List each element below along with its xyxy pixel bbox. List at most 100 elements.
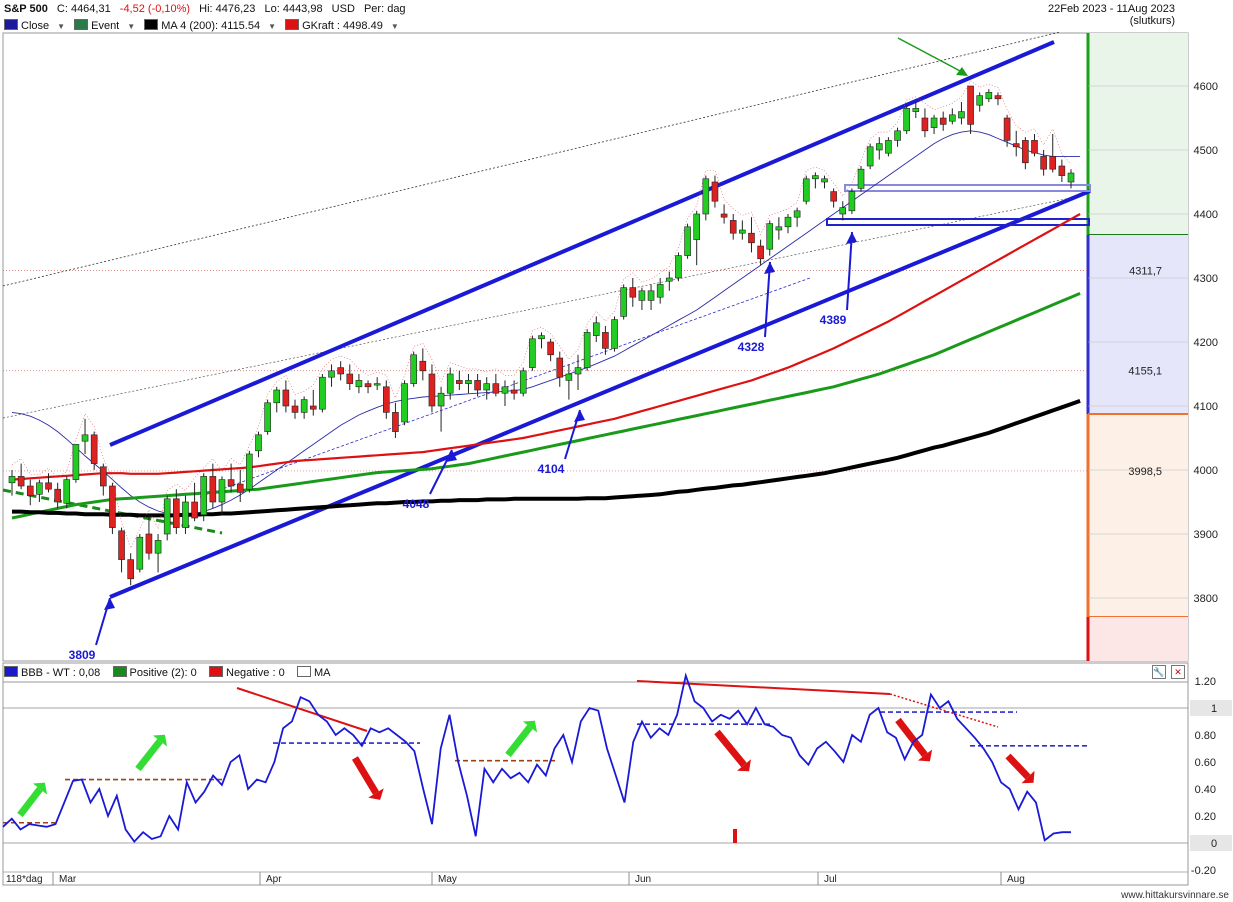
ma-red-line xyxy=(11,213,1081,481)
osc-red-trend xyxy=(236,687,368,732)
quote-summary: S&P 500 C: 4464,31 -4,52 (-0,10%) Hi: 44… xyxy=(4,3,412,15)
chevron-down-icon[interactable]: ▼ xyxy=(390,22,399,31)
osc-y-tick-label: 0.40 xyxy=(1195,784,1216,796)
candle-up xyxy=(583,332,591,368)
zone-green xyxy=(1088,33,1188,235)
candle-down xyxy=(994,95,1002,100)
osc-big-arrow xyxy=(505,724,533,758)
candle-down xyxy=(547,341,554,356)
candle-up xyxy=(300,399,308,413)
chevron-down-icon[interactable]: ▼ xyxy=(127,22,136,31)
oscillator-gridlines xyxy=(3,707,1188,844)
arrow-head-icon xyxy=(446,450,457,462)
candle-down xyxy=(456,380,463,384)
event-swatch-icon xyxy=(74,19,89,30)
candle-up xyxy=(410,354,417,384)
arrow-head-icon xyxy=(956,67,968,76)
candle-up xyxy=(264,402,271,432)
legend-row: Close ▼ Event ▼ MA 4 (200): 4115.54 ▼ GKraf… xyxy=(4,19,405,32)
osc-y-tick-label: 1.20 xyxy=(1195,676,1216,688)
candle-down xyxy=(1031,140,1038,154)
candle-up xyxy=(812,175,819,180)
month-labels: 118*dag Mar Apr May Jun Jul Aug xyxy=(3,871,1188,885)
annotation-label: 4104 xyxy=(538,462,565,476)
candle-down xyxy=(510,389,518,394)
candle-up xyxy=(538,335,545,340)
level-labels: 4311,7 4155,1 3998,5 xyxy=(3,266,1162,478)
zone-blue xyxy=(1088,235,1188,414)
annotations: 3809 4048 4104 4328 4389 xyxy=(69,37,968,662)
legend-close-label: Close xyxy=(21,20,50,32)
candle-down xyxy=(99,466,107,487)
negative-swatch-icon xyxy=(209,666,223,677)
candle-up xyxy=(501,386,509,394)
candle-down xyxy=(1058,165,1066,176)
arrow-head-icon xyxy=(104,598,115,610)
candle-down xyxy=(45,482,52,490)
candle-up xyxy=(693,213,700,240)
candle-down xyxy=(109,485,116,528)
legend-event[interactable]: Event ▼ xyxy=(74,19,136,32)
candle-up xyxy=(465,380,472,384)
osc-big-arrow xyxy=(895,717,928,758)
candle-up xyxy=(483,383,491,391)
candle-up xyxy=(821,178,828,183)
legend-ma200[interactable]: MA 4 (200): 4115.54 ▼ xyxy=(144,19,277,32)
candle-up xyxy=(154,540,162,554)
period-label: Per: dag xyxy=(363,3,406,15)
close-icon[interactable]: ✕ xyxy=(1171,665,1185,679)
legend-positive[interactable]: Positive (2): 0 xyxy=(112,666,197,679)
osc-tick-box xyxy=(1190,835,1232,851)
change-value: -4,52 (-0,10%) xyxy=(119,3,191,15)
candlesticks xyxy=(8,85,1075,586)
osc-big-arrow xyxy=(351,756,380,795)
arrow-head-icon xyxy=(764,262,775,274)
candle-up xyxy=(565,373,573,381)
currency-label: USD xyxy=(331,3,355,15)
price-gridlines xyxy=(1088,85,1188,599)
y-tick-label: 4400 xyxy=(1194,209,1218,221)
month-label: May xyxy=(438,874,457,885)
support-box-lower xyxy=(826,218,1090,226)
legend-ma[interactable]: MA xyxy=(296,666,330,679)
legend-positive-label: Positive (2): 0 xyxy=(129,667,197,679)
bars-label: 118*dag xyxy=(6,874,43,885)
bbb-swatch-icon xyxy=(4,666,18,677)
candle-up xyxy=(866,146,874,167)
candle-up xyxy=(446,373,454,394)
legend-gkraft[interactable]: GKraft : 4498.49 ▼ xyxy=(285,19,399,32)
candle-down xyxy=(337,367,344,375)
osc-y-tick-label: 0.20 xyxy=(1195,811,1216,823)
osc-y-tick-label: 1 xyxy=(1211,703,1217,715)
candle-up xyxy=(273,389,281,404)
gkraft-swatch-icon xyxy=(285,19,300,30)
candle-up xyxy=(875,143,883,151)
candle-down xyxy=(419,360,427,372)
legend-bbb[interactable]: BBB - WT : 0,08 xyxy=(4,666,101,679)
candle-down xyxy=(729,220,737,234)
candle-down xyxy=(428,373,436,407)
legend-negative[interactable]: Negative : 0 xyxy=(209,666,285,679)
y-tick-label: 4200 xyxy=(1194,337,1218,349)
y-tick-label: 3800 xyxy=(1194,593,1218,605)
chevron-down-icon[interactable]: ▼ xyxy=(268,22,277,31)
candle-down xyxy=(209,476,217,503)
legend-close[interactable]: Close ▼ xyxy=(4,19,66,32)
support-box-upper xyxy=(844,184,1091,192)
wrench-icon[interactable]: 🔧 xyxy=(1152,665,1166,679)
green-arrow xyxy=(897,37,963,73)
candle-up xyxy=(894,130,901,141)
chart-header: S&P 500 C: 4464,31 -4,52 (-0,10%) Hi: 44… xyxy=(0,0,1233,34)
candle-down xyxy=(17,476,25,487)
candle-up xyxy=(857,168,865,189)
oscillator-line xyxy=(2,672,1071,844)
candle-down xyxy=(1049,156,1057,170)
channel-upper xyxy=(109,40,1055,447)
candle-up xyxy=(574,367,582,375)
osc-big-arrow xyxy=(17,786,43,818)
candle-down xyxy=(127,559,134,580)
chevron-down-icon[interactable]: ▼ xyxy=(57,22,66,31)
legend-bbb-label: BBB - WT : 0,08 xyxy=(21,667,101,679)
legend-event-label: Event xyxy=(91,20,120,32)
